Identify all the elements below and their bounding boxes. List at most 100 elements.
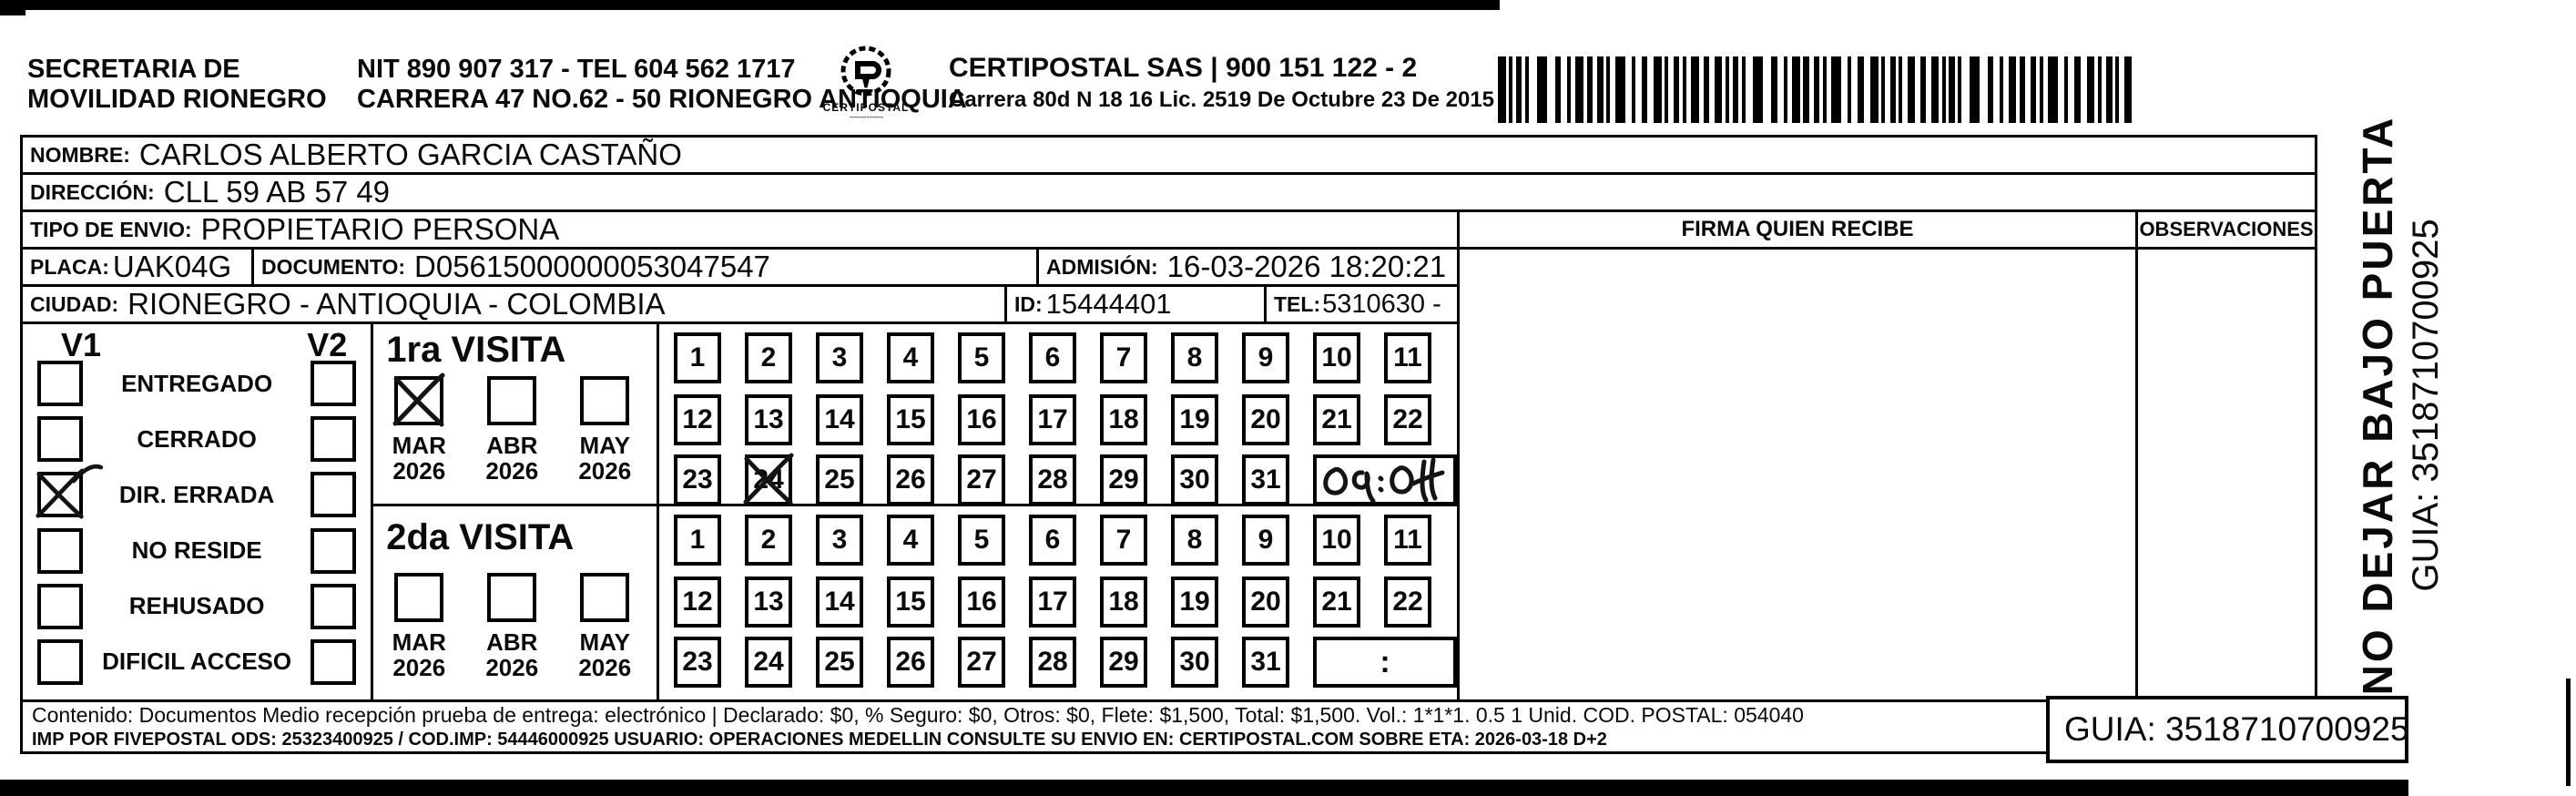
day-box: 12 (674, 394, 721, 445)
day-box: 17 (1029, 577, 1076, 628)
status-label: NO RESIDE (131, 536, 262, 565)
sender-address: CARRERA 47 NO.62 - 50 RIONEGRO ANTIOQUIA (357, 85, 967, 115)
tel-label: TEL: (1274, 291, 1321, 316)
month-checkbox (394, 573, 444, 622)
main-form-table: NOMBRE: CARLOS ALBERTO GARCIA CASTAÑO DI… (20, 135, 2317, 754)
row-tipo-envio: TIPO DE ENVIO: PROPIETARIO PERSONA (23, 212, 1457, 250)
status-row: DIFICIL ACCESO (23, 638, 371, 685)
day-box: 4 (887, 515, 934, 566)
day-number: 21 (1321, 404, 1352, 434)
month-column: MAR 2026 (384, 573, 453, 680)
day-number: 24 (753, 647, 784, 677)
documento-cell: DOCUMENTO: D05615000000053047547 (251, 250, 1036, 284)
certipostal-logo-icon: CERTIPOSTAL ——··—— (822, 46, 910, 121)
day-box: 13 (745, 394, 792, 445)
footer-content-line: Contenido: Documentos Medio recepción pr… (32, 703, 1804, 727)
second-visit-day-grid: 1 2 3 4 5 6 7 8 9 10 11 12 13 14 15 16 17 18 19 20 21 22 23 24 2… (659, 506, 1457, 699)
status-label: REHUSADO (128, 592, 265, 620)
v1-checkbox (37, 361, 83, 406)
day-number: 17 (1037, 404, 1068, 434)
month-label: ABR (486, 432, 538, 459)
carrier-name: CERTIPOSTAL SAS | 900 151 122 - 2 (949, 53, 1418, 83)
day-number: 29 (1108, 464, 1139, 495)
v2-checkbox (311, 527, 357, 574)
sender-nit: NIT 890 907 317 - TEL 604 562 1717 (357, 55, 796, 84)
placa-cell: PLACA: UAK04G (23, 250, 251, 284)
tipo-envio-value: PROPIETARIO PERSONA (200, 212, 560, 246)
handwritten-x-mark (392, 372, 445, 427)
month-checkbox (392, 372, 445, 427)
day-box: 15 (887, 394, 934, 445)
day-box: 5 (958, 332, 1005, 383)
day-number: 18 (1108, 404, 1139, 434)
placa-label: PLACA: (30, 254, 109, 279)
tel-value: 5310630 - (1322, 289, 1441, 319)
tipo-envio-label: TIPO DE ENVIO: (30, 217, 192, 241)
day-box: 20 (1242, 394, 1289, 445)
day-number: 2 (760, 525, 777, 555)
tel-cell: TEL: 5310630 - (1264, 287, 1457, 321)
sender-line1: SECRETARIA DE (27, 55, 240, 84)
day-box: 13 (745, 577, 792, 628)
day-box: 6 (1029, 332, 1076, 383)
day-box: 25 (816, 637, 863, 688)
firma-header: FIRMA QUIEN RECIBE (1681, 217, 1914, 241)
day-number: 12 (682, 404, 713, 434)
logo-underline: ——··—— (850, 112, 883, 121)
day-box: 8 (1171, 332, 1218, 383)
row-ciudad-id-tel: CIUDAD: RIONEGRO - ANTIOQUIA - COLOMBIA … (23, 287, 1457, 324)
day-box: 29 (1100, 454, 1147, 505)
day-box: 8 (1171, 515, 1218, 566)
day-number: 8 (1186, 342, 1203, 372)
ciudad-label: CIUDAD: (30, 291, 119, 316)
day-box: 25 (816, 454, 863, 505)
day-box: 23 (674, 637, 721, 688)
day-number: 17 (1037, 587, 1068, 617)
handwritten-time-scrawl (1323, 457, 1445, 504)
day-box: 9 (1242, 515, 1289, 566)
day-number: 12 (682, 587, 713, 617)
day-box: 1 (674, 515, 721, 566)
handwritten-time-box (1313, 454, 1457, 505)
day-number: 24 (753, 464, 784, 495)
day-box: 1 (674, 332, 721, 383)
day-number: 31 (1250, 464, 1281, 495)
day-number: 19 (1179, 404, 1210, 434)
day-number: 6 (1044, 342, 1061, 372)
day-box: 21 (1313, 577, 1360, 628)
day-number: 4 (902, 342, 919, 372)
month-column: MAY 2026 (570, 573, 639, 680)
visit-month-panel: 1ra VISITA MAR 2026 ABR 2026 MAY 2026 2da VIS… (373, 324, 659, 699)
day-row: 12 13 14 15 16 17 18 19 20 21 22 (659, 394, 1457, 445)
day-number: 2 (760, 342, 777, 372)
admision-label: ADMISIÓN: (1046, 254, 1158, 279)
status-label: DIFICIL ACCESO (102, 648, 292, 676)
day-box: 28 (1029, 454, 1076, 505)
day-number: 16 (966, 587, 997, 617)
day-number: 18 (1108, 587, 1139, 617)
status-label: ENTREGADO (121, 369, 273, 397)
day-box: 7 (1100, 515, 1147, 566)
day-box: 22 (1384, 394, 1431, 445)
v1-checkbox (37, 583, 83, 629)
day-box: 17 (1029, 394, 1076, 445)
day-number: 15 (895, 587, 926, 617)
row-direccion: DIRECCIÓN: CLL 59 AB 57 49 (23, 175, 2315, 212)
day-number: 10 (1321, 342, 1352, 372)
day-box: 30 (1171, 637, 1218, 688)
day-box: 7 (1100, 332, 1147, 383)
day-number: 11 (1393, 525, 1422, 555)
admision-value: 16-03-2026 18:20:21 (1166, 250, 1447, 283)
v1-checkbox (36, 464, 104, 519)
documento-label: DOCUMENTO: (261, 254, 406, 279)
month-year: 2026 (485, 654, 539, 682)
logo-caption: CERTIPOSTAL (822, 101, 910, 114)
day-number: 26 (895, 464, 926, 495)
v1-header: V1 (61, 326, 102, 363)
day-box: 24 (743, 453, 794, 505)
status-label: DIR. ERRADA (118, 480, 275, 508)
day-box: 16 (958, 577, 1005, 628)
v1-checkbox (37, 527, 83, 574)
day-grid-panel: 1 2 3 4 5 6 7 8 9 10 11 12 13 14 15 16 17 18 19 20 21 22 23 24 2… (659, 324, 1457, 699)
